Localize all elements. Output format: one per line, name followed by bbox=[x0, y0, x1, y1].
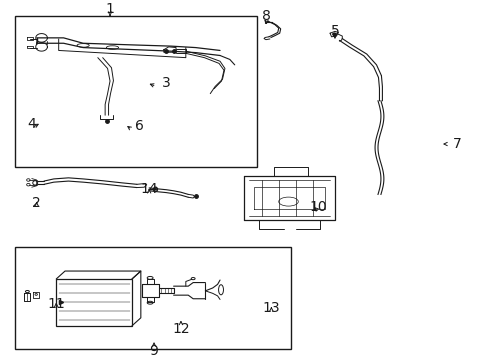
Text: 1: 1 bbox=[105, 2, 114, 16]
Bar bbox=[15, 247, 290, 349]
Text: 13: 13 bbox=[262, 301, 280, 315]
Bar bbox=[15, 16, 256, 167]
Text: 9: 9 bbox=[149, 344, 158, 358]
Text: 6: 6 bbox=[135, 119, 143, 133]
Text: 5: 5 bbox=[330, 24, 339, 38]
Text: 10: 10 bbox=[308, 200, 326, 214]
Text: 3: 3 bbox=[162, 76, 170, 90]
Text: 2: 2 bbox=[32, 197, 41, 210]
Text: 4: 4 bbox=[27, 117, 36, 131]
Bar bbox=[56, 279, 132, 326]
Text: 11: 11 bbox=[47, 297, 65, 311]
Text: 8: 8 bbox=[262, 9, 270, 23]
Text: 7: 7 bbox=[452, 137, 461, 151]
Text: 14: 14 bbox=[140, 182, 158, 196]
Text: 12: 12 bbox=[172, 322, 189, 336]
